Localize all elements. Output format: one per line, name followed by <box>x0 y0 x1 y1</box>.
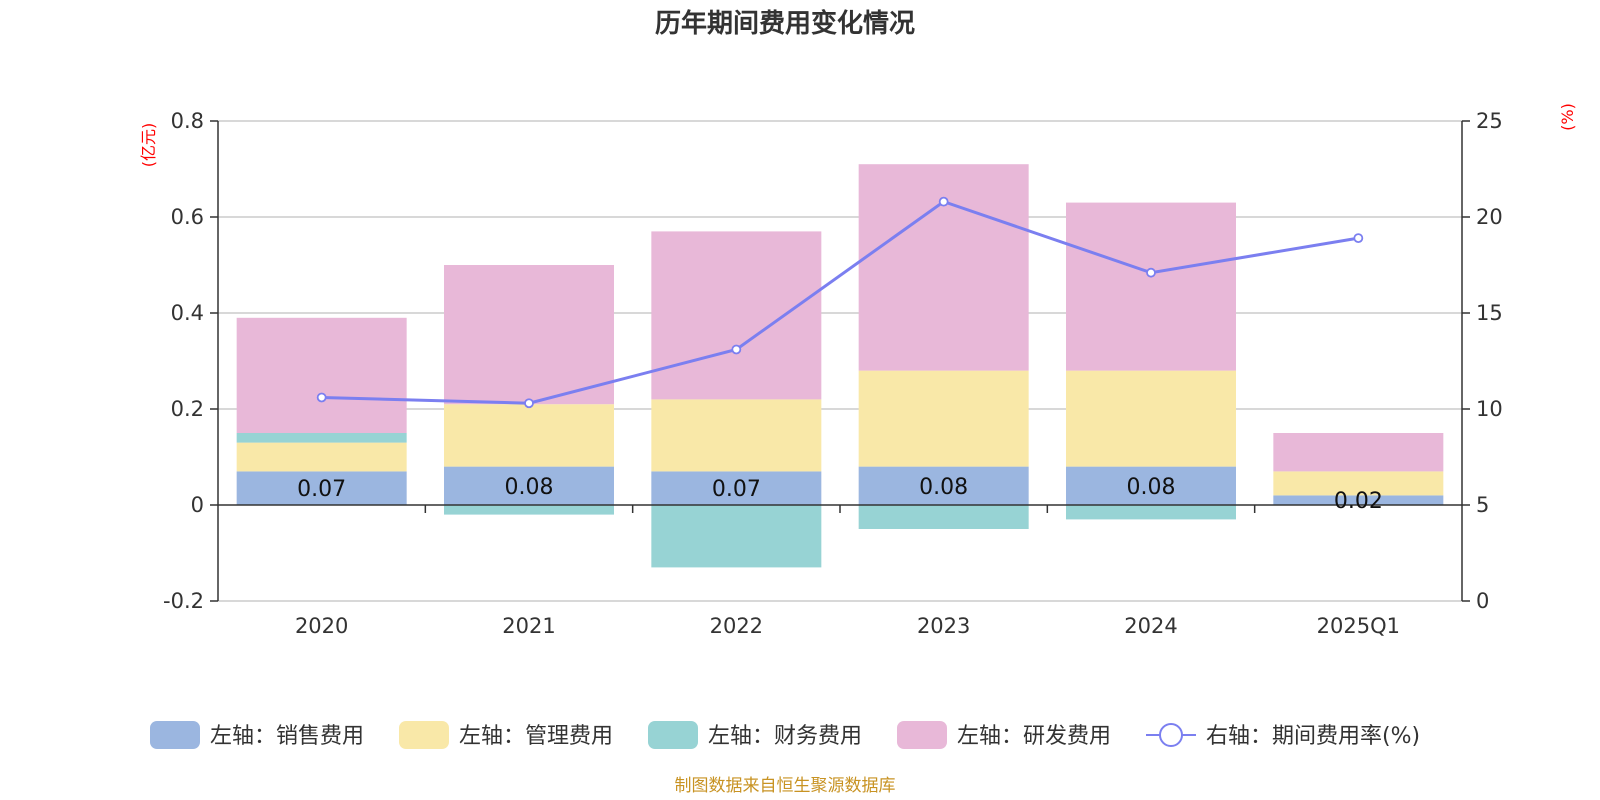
right-axis-unit: (%) <box>1558 103 1577 131</box>
legend-swatch <box>648 721 698 749</box>
x-axis-tick-label: 2021 <box>502 614 555 638</box>
bar-data-label: 0.08 <box>505 475 554 500</box>
left-axis-unit: (亿元) <box>139 123 158 168</box>
bar-data-labels: 0.07 0.08 0.07 0.08 0.08 0.02 <box>297 475 1383 514</box>
x-axis-tick-label: 2022 <box>710 614 763 638</box>
axes: -0.2 0 0.2 0.4 0.6 0.8 0 5 10 15 20 25 2020 2021 2022 2… <box>163 109 1503 638</box>
legend-swatch <box>897 721 947 749</box>
bar-data-label: 0.08 <box>1127 475 1176 500</box>
rate-line-point <box>1146 267 1156 278</box>
grid-lines <box>218 120 1462 602</box>
legend-line-marker <box>1159 723 1183 747</box>
bar <box>1066 370 1236 467</box>
x-axis-tick-label: 2025Q1 <box>1317 614 1400 638</box>
bar <box>1273 495 1444 505</box>
bars <box>236 164 1444 568</box>
bar <box>444 265 614 405</box>
rate-line-point <box>731 344 742 355</box>
legend-label: 左轴：研发费用 <box>957 724 1111 749</box>
x-axis-tick-label: 2024 <box>1124 614 1177 638</box>
bar <box>651 399 822 472</box>
bar <box>1066 505 1236 520</box>
left-axis-tick-label: 0.2 <box>171 397 204 421</box>
bar <box>444 404 614 467</box>
bar <box>651 471 822 505</box>
bar-data-label: 0.07 <box>712 477 761 502</box>
bar <box>444 466 614 505</box>
bar <box>236 442 407 472</box>
right-axis-tick-label: 0 <box>1476 589 1489 613</box>
bar <box>1066 466 1236 505</box>
left-axis-tick-label: 0.8 <box>171 109 204 133</box>
rate-line-point <box>1353 233 1364 244</box>
bar <box>1273 471 1444 496</box>
x-axis-tick-label: 2023 <box>917 614 970 638</box>
bar <box>444 505 614 515</box>
bar-data-label: 0.07 <box>297 477 346 502</box>
rate-line-path <box>321 199 1359 405</box>
legend-label: 右轴：期间费用率(%) <box>1206 724 1420 749</box>
legend: 左轴：销售费用 左轴：管理费用 左轴：财务费用 左轴：研发费用 右轴：期间费用率(%) <box>150 721 1420 749</box>
legend-swatch <box>150 721 200 749</box>
x-axis-tick-label: 2020 <box>295 614 348 638</box>
legend-label: 左轴：管理费用 <box>459 724 613 749</box>
right-axis-tick-label: 15 <box>1476 301 1503 325</box>
right-axis-tick-label: 25 <box>1476 109 1503 133</box>
left-axis-tick-label: 0.6 <box>171 205 204 229</box>
left-axis-tick-label: -0.2 <box>163 589 204 613</box>
right-axis-tick-label: 10 <box>1476 397 1503 421</box>
bar-data-label: 0.08 <box>919 475 968 500</box>
rate-line <box>316 196 1364 409</box>
bar <box>236 471 407 505</box>
rate-line-point <box>938 196 949 207</box>
bar <box>1273 433 1444 472</box>
chart-title: 历年期间费用变化情况 <box>655 8 915 39</box>
bar <box>858 370 1029 467</box>
bar <box>236 317 407 433</box>
bar <box>651 231 822 400</box>
legend-label: 左轴：财务费用 <box>708 724 862 749</box>
bar <box>858 505 1029 529</box>
bar <box>858 466 1029 505</box>
right-axis-tick-label: 20 <box>1476 205 1503 229</box>
source-note: 制图数据来自恒生聚源数据库 <box>675 776 896 796</box>
rate-line-point <box>524 398 534 409</box>
bar <box>236 433 407 443</box>
bar <box>1066 202 1236 371</box>
bar-data-label: 0.02 <box>1334 489 1383 514</box>
rate-line-point <box>316 392 327 403</box>
legend-label: 左轴：销售费用 <box>210 724 364 749</box>
bar <box>858 164 1029 371</box>
bar <box>651 505 822 568</box>
right-axis-tick-label: 5 <box>1476 493 1489 517</box>
left-axis-tick-label: 0.4 <box>171 301 204 325</box>
legend-swatch <box>399 721 449 749</box>
left-axis-tick-label: 0 <box>191 493 204 517</box>
